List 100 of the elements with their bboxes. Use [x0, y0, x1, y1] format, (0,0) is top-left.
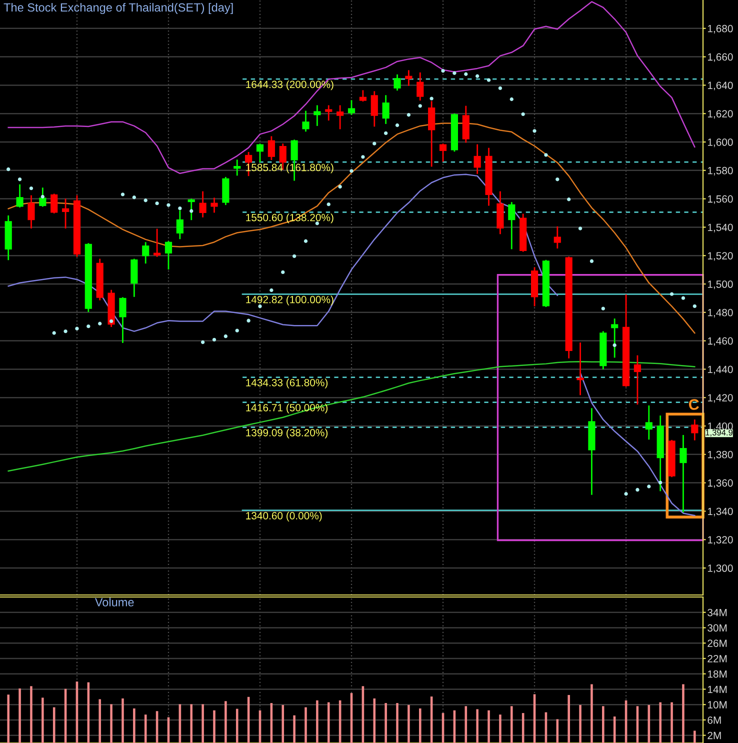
y-tick-label: 1,460	[708, 337, 733, 346]
bar	[293, 715, 296, 743]
y-tick-label: 1,600	[708, 138, 733, 148]
y-tick-label: 22M	[708, 654, 727, 662]
bar	[42, 698, 44, 743]
annotation: C	[688, 399, 699, 410]
candlestick	[199, 191, 206, 218]
candlestick	[394, 74, 401, 91]
candlestick	[119, 297, 126, 343]
bar	[499, 714, 502, 743]
candlestick	[691, 419, 698, 440]
candlestick	[176, 210, 184, 240]
ref-line-label: 1340.60 (0.00%)	[246, 512, 322, 522]
candlestick	[405, 70, 412, 86]
bar	[110, 704, 112, 743]
ref-line-label: 1492.82 (100.00%)	[246, 296, 334, 306]
candlestick	[210, 198, 218, 213]
bar	[224, 701, 227, 743]
bar	[659, 702, 662, 743]
y-tick-label: 18M	[708, 670, 727, 678]
bar	[202, 704, 204, 743]
y-tick-label: 1,320	[708, 536, 733, 545]
candlestick	[680, 434, 687, 512]
y-tick-label: 14M	[708, 686, 727, 693]
bar	[384, 703, 387, 743]
bar	[510, 706, 513, 743]
ref-line-label: 1399.09 (38.20%)	[246, 428, 328, 438]
bar	[190, 704, 193, 743]
candlestick	[39, 188, 46, 207]
candlestick	[28, 195, 35, 228]
candlestick	[576, 342, 584, 396]
bar	[694, 730, 696, 743]
ref-line-label: 1434.33 (61.80%)	[246, 378, 328, 388]
candlestick	[188, 198, 195, 220]
candlestick	[50, 194, 58, 214]
y-tick-label: 1,560	[708, 195, 733, 204]
y-tick-label: 10M	[708, 701, 727, 708]
candlestick	[256, 144, 264, 162]
candlestick	[634, 355, 642, 405]
candlestick	[325, 105, 332, 121]
candlestick	[370, 91, 378, 127]
bar	[7, 694, 10, 743]
y-tick-label: 1,500	[708, 280, 733, 290]
y-tick-label: 1,340	[708, 508, 733, 516]
candlestick	[416, 72, 424, 101]
bar	[236, 708, 238, 743]
bar	[316, 700, 318, 743]
candlestick	[474, 144, 481, 174]
bar	[670, 702, 673, 743]
y-tick-label: 6M	[708, 716, 721, 724]
y-tick-label: 1,360	[708, 479, 733, 488]
candlestick	[554, 226, 561, 248]
bar	[18, 688, 21, 743]
y-tick-label: 1,420	[708, 394, 733, 403]
bar	[122, 698, 124, 743]
bar	[282, 704, 284, 743]
candlestick	[348, 100, 356, 115]
y-tick-label: 1,580	[708, 166, 733, 176]
candlestick	[439, 144, 447, 162]
candlestick	[508, 202, 516, 250]
y-tick-label: 1,520	[708, 252, 733, 261]
candlestick	[154, 228, 161, 257]
candlestick	[164, 241, 172, 270]
y-tick-label: 1,300	[708, 564, 733, 574]
candlestick	[336, 105, 344, 130]
candlestick	[234, 160, 241, 176]
bar	[602, 706, 604, 743]
bar	[476, 709, 478, 743]
bar	[568, 694, 570, 743]
y-tick-label: 1,680	[708, 24, 733, 34]
bar	[98, 699, 102, 743]
y-tick-label: 1,640	[708, 82, 733, 90]
bar	[213, 710, 216, 743]
candlestick	[302, 110, 310, 132]
chart-title: The Stock Exchange of Thailand(SET) [day]	[4, 2, 233, 14]
text: 1,394.9	[706, 430, 733, 436]
bar	[682, 684, 684, 743]
bar	[30, 686, 32, 743]
y-tick-label: 1,540	[708, 224, 733, 232]
candlestick	[382, 95, 390, 124]
candlestick	[142, 242, 150, 264]
bar	[488, 710, 490, 743]
candlestick	[359, 90, 366, 102]
candlestick	[645, 405, 652, 440]
y-tick-label: 30M	[708, 624, 727, 632]
y-tick-label: 1,660	[708, 53, 733, 62]
bar	[590, 684, 593, 743]
bar	[408, 704, 410, 743]
y-tick-label: 1,380	[708, 450, 733, 460]
bar	[579, 704, 582, 743]
chart-title: Volume	[94, 598, 134, 606]
y-tick-label: 1,480	[708, 308, 733, 318]
candlestick	[314, 105, 321, 126]
bar	[396, 703, 398, 743]
bar	[304, 707, 307, 743]
y-tick-label: 26M	[708, 640, 727, 647]
candlestick	[268, 136, 275, 160]
bar	[418, 708, 422, 743]
candlestick	[16, 184, 24, 208]
y-tick-label: 34M	[708, 608, 727, 616]
